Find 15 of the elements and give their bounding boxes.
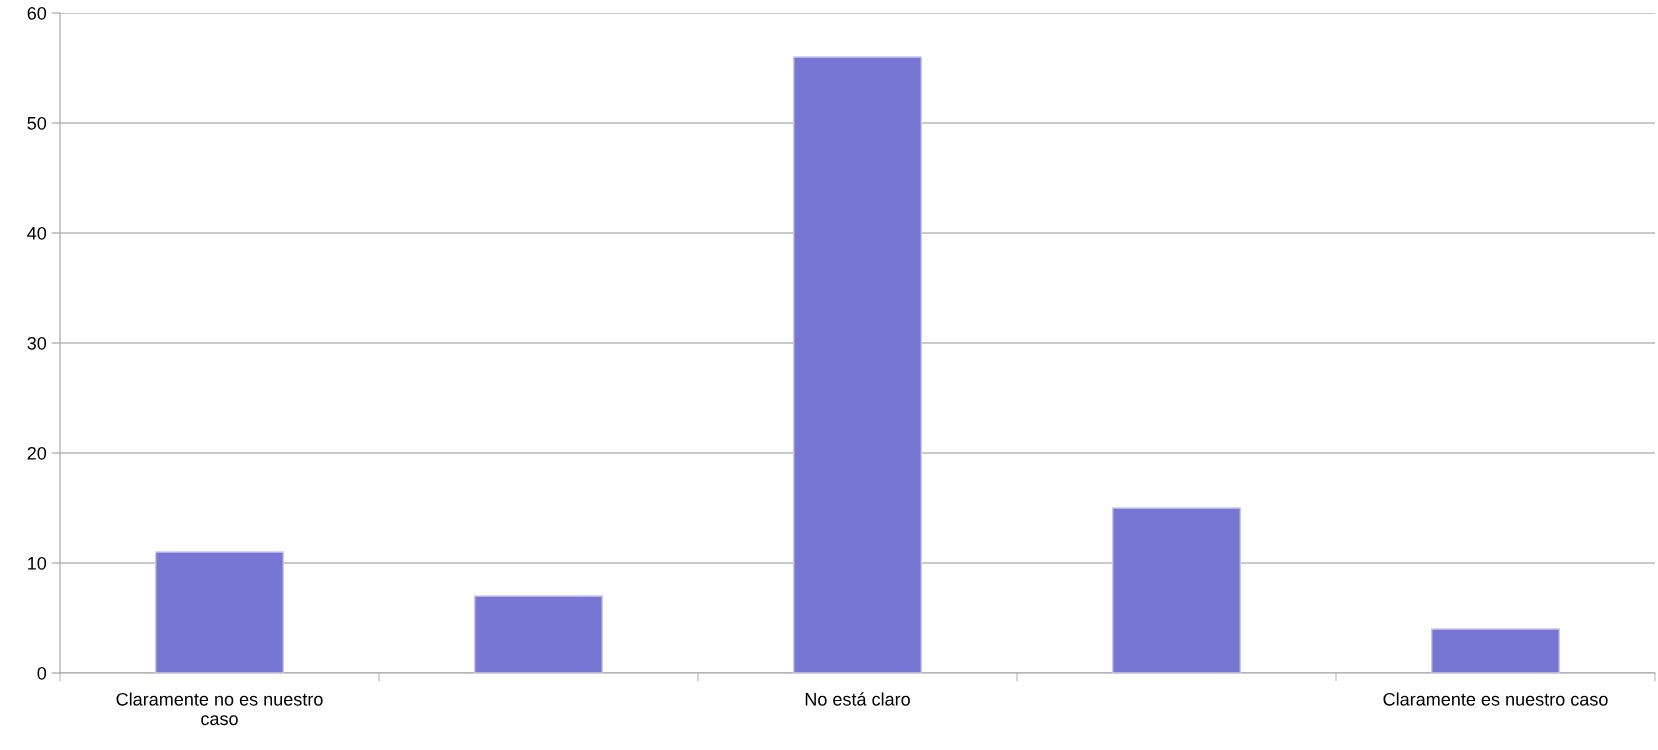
x-tick-label: Claramente es nuestro caso [1383, 692, 1608, 706]
y-tick-label: 10 [28, 556, 47, 570]
y-tick-label: 30 [27, 336, 47, 350]
bar [1431, 628, 1560, 673]
x-tick-label: No está claro [805, 692, 910, 706]
x-tick-label: Claramente no es nuestro caso [116, 692, 323, 726]
bar [793, 56, 922, 673]
bar [155, 551, 284, 673]
y-tick-label: 40 [27, 226, 47, 240]
y-tick-label: 60 [27, 6, 47, 20]
y-tick-label: 0 [37, 666, 47, 680]
y-tick-label: 50 [27, 116, 47, 130]
y-tick-label: 20 [27, 446, 47, 460]
bar [1112, 507, 1241, 673]
bar [474, 595, 603, 673]
